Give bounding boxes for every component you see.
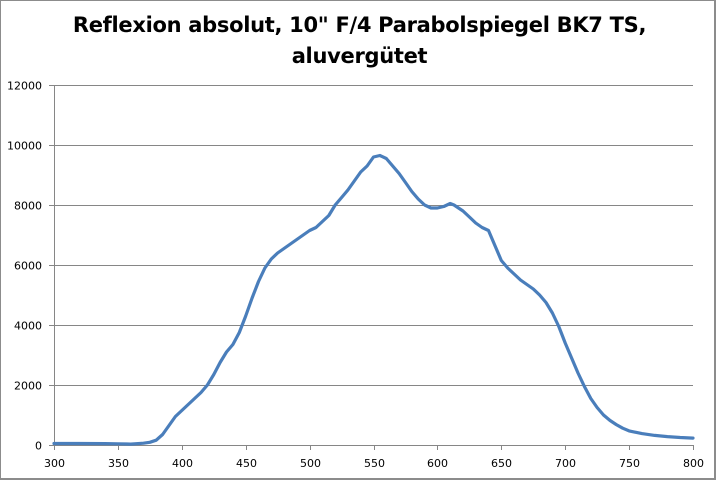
x-tick-label: 650 bbox=[491, 457, 512, 470]
y-tick-label: 6000 bbox=[14, 260, 42, 273]
chart-title-line-2: aluvergütet bbox=[291, 44, 428, 68]
x-axis: 300 350 400 450 500 550 600 650 700 750 800 bbox=[44, 445, 704, 470]
y-tick-label: 0 bbox=[35, 440, 42, 453]
x-tick-label: 300 bbox=[44, 457, 65, 470]
y-tick-label: 4000 bbox=[14, 320, 42, 333]
x-tick-label: 800 bbox=[683, 457, 704, 470]
x-tick-label: 700 bbox=[555, 457, 576, 470]
x-tick-label: 550 bbox=[364, 457, 385, 470]
chart-title-line-1: Reflexion absolut, 10" F/4 Parabolspiege… bbox=[72, 13, 647, 37]
x-tick-label: 400 bbox=[172, 457, 193, 470]
y-tick-label: 12000 bbox=[7, 80, 42, 93]
x-tick-label: 350 bbox=[108, 457, 129, 470]
y-tick-label: 8000 bbox=[14, 200, 42, 213]
gridlines bbox=[49, 85, 693, 446]
data-series bbox=[52, 153, 695, 446]
x-tick-label: 450 bbox=[236, 457, 257, 470]
x-tick-label: 500 bbox=[300, 457, 321, 470]
x-tick-label: 750 bbox=[619, 457, 640, 470]
y-axis: 0 2000 4000 6000 8000 10000 12000 bbox=[7, 80, 55, 453]
chart-title: Reflexion absolut, 10" F/4 Parabolspiege… bbox=[0, 10, 719, 72]
y-tick-label: 2000 bbox=[14, 380, 42, 393]
y-tick-label: 10000 bbox=[7, 140, 42, 153]
series-line bbox=[52, 153, 695, 446]
x-tick-label: 600 bbox=[427, 457, 448, 470]
